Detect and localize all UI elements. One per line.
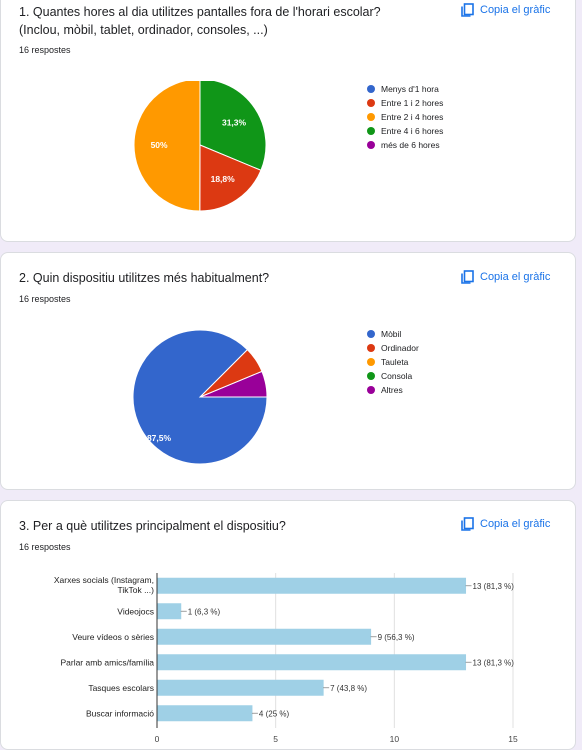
category-label: Parlar amb amics/família xyxy=(60,657,154,667)
category-label: Veure vídeos o sèries xyxy=(72,632,154,642)
question-title: 1. Quantes hores al dia utilitzes pantal… xyxy=(19,5,381,37)
legend-label: Entre 4 i 6 hores xyxy=(381,126,444,136)
pie-slice-label: 87,5% xyxy=(147,433,172,443)
legend-swatch xyxy=(367,386,375,394)
pie-slice xyxy=(133,81,201,212)
data-label: 4 (25 %) xyxy=(259,709,290,718)
legend-item: Menys d'1 hora xyxy=(367,82,443,96)
copy-chart-label: Copia el gràfic xyxy=(480,518,551,530)
question-card-1: 1. Quantes hores al dia utilitzes pantal… xyxy=(0,0,576,242)
legend-label: Ordinador xyxy=(381,343,419,353)
pie-slice xyxy=(132,329,268,465)
response-count: 16 respostes xyxy=(19,542,71,552)
legend-swatch xyxy=(367,141,375,149)
legend-label: Consola xyxy=(381,371,413,381)
data-label: 7 (43,8 %) xyxy=(330,684,367,693)
bar xyxy=(157,679,324,696)
legend-item: Entre 1 i 2 hores xyxy=(367,96,443,110)
legend-item: Entre 2 i 4 hores xyxy=(367,110,443,124)
question-title: 2. Quin dispositiu utilitzes més habitua… xyxy=(19,271,270,285)
copy-chart-button[interactable]: Copia el gràfic xyxy=(461,270,550,284)
x-tick-label: 10 xyxy=(390,734,400,744)
legend-item: Ordinador xyxy=(367,341,419,355)
bar xyxy=(157,654,467,671)
legend-swatch xyxy=(367,330,375,338)
copy-chart-label: Copia el gràfic xyxy=(480,4,551,16)
question-card-3: 3. Per a què utilitzes principalment el … xyxy=(0,500,576,750)
category-label: Xarxes socials (Instagram, TikTok ...) xyxy=(54,575,154,595)
legend-swatch xyxy=(367,372,375,380)
legend-label: Entre 1 i 2 hores xyxy=(381,98,444,108)
copy-chart-button[interactable]: Copia el gràfic xyxy=(461,3,550,17)
x-tick-label: 15 xyxy=(508,734,518,744)
legend-label: Entre 2 i 4 hores xyxy=(381,112,444,122)
bar-chart-3: 0 5 10 15 13 (81,3 %) Xarxes socials (Instagr… xyxy=(54,573,518,744)
legend-swatch xyxy=(367,99,375,107)
legend-item: més de 6 hores xyxy=(367,138,443,152)
legend-2: Mòbil Ordinador Tauleta Consola Altres xyxy=(367,327,419,397)
legend-label: més de 6 hores xyxy=(381,140,440,150)
pie-slice xyxy=(199,81,267,171)
legend-swatch xyxy=(367,358,375,366)
copy-icon xyxy=(461,3,474,17)
response-count: 16 respostes xyxy=(19,45,71,55)
bar xyxy=(157,603,182,620)
pie-chart-1: 31,3% 18,8% 50% xyxy=(133,81,267,212)
data-label: 1 (6,3 %) xyxy=(188,607,221,616)
x-tick-label: 0 xyxy=(155,734,160,744)
legend-label: Menys d'1 hora xyxy=(381,84,439,94)
x-tick-label: 5 xyxy=(273,734,278,744)
pie-slice-label: 31,3% xyxy=(222,117,247,127)
category-label: Buscar informació xyxy=(86,708,154,718)
copy-icon xyxy=(461,270,474,284)
copy-icon xyxy=(461,517,474,531)
legend-item: Consola xyxy=(367,369,419,383)
question-title: 3. Per a què utilitzes principalment el … xyxy=(19,519,286,533)
legend-item: Tauleta xyxy=(367,355,419,369)
question-card-2: 2. Quin dispositiu utilitzes més habitua… xyxy=(0,252,576,490)
category-label: Videojocs xyxy=(117,606,154,616)
legend-1: Menys d'1 hora Entre 1 i 2 hores Entre 2 i… xyxy=(367,82,443,152)
legend-label: Tauleta xyxy=(381,357,409,367)
category-label: Tasques escolars xyxy=(88,683,154,693)
response-count: 16 respostes xyxy=(19,294,71,304)
data-label: 9 (56,3 %) xyxy=(378,633,415,642)
legend-label: Mòbil xyxy=(381,329,402,339)
pie-slice-label: 18,8% xyxy=(211,174,236,184)
legend-swatch xyxy=(367,85,375,93)
bar xyxy=(157,628,372,645)
legend-swatch xyxy=(367,344,375,352)
legend-item: Altres xyxy=(367,383,419,397)
bar xyxy=(157,705,253,722)
data-label: 13 (81,3 %) xyxy=(473,658,515,667)
data-label: 13 (81,3 %) xyxy=(473,582,515,591)
legend-swatch xyxy=(367,113,375,121)
pie-chart-2: 87,5% xyxy=(132,329,268,465)
bar xyxy=(157,577,467,594)
pie-slice xyxy=(199,144,262,212)
legend-swatch xyxy=(367,127,375,135)
legend-item: Entre 4 i 6 hores xyxy=(367,124,443,138)
pie-slice-label: 50% xyxy=(151,140,168,150)
copy-chart-button[interactable]: Copia el gràfic xyxy=(461,517,550,531)
copy-chart-label: Copia el gràfic xyxy=(480,271,551,283)
legend-item: Mòbil xyxy=(367,327,419,341)
legend-label: Altres xyxy=(381,385,403,395)
